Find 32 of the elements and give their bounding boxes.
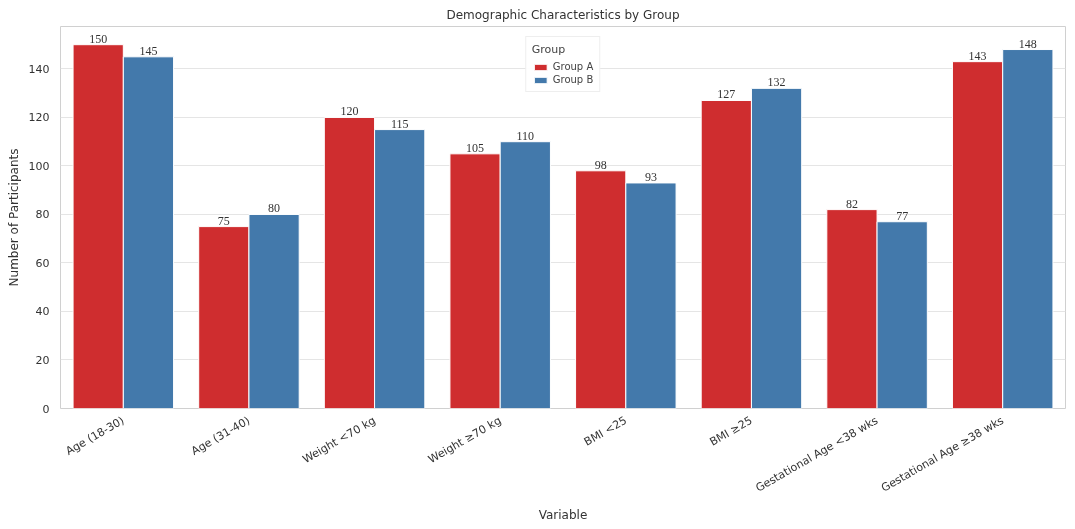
data-label: 77 (896, 208, 909, 223)
data-label: 145 (139, 43, 158, 58)
data-label: 127 (717, 87, 736, 102)
legend-label: Group B (552, 74, 594, 85)
data-label: 132 (767, 75, 786, 90)
data-label: 143 (968, 48, 987, 63)
x-tick-label: BMI ≥25 (707, 413, 755, 449)
y-tick-label: 20 (35, 353, 50, 367)
x-axis-title: Variable (538, 508, 588, 523)
x-tick-label: BMI <25 (581, 413, 630, 449)
y-tick-label: 0 (42, 402, 50, 416)
data-label: 120 (340, 104, 359, 119)
data-label: 110 (516, 128, 535, 143)
y-tick-label: 140 (28, 62, 50, 76)
y-axis-title: Number of Participants (6, 148, 21, 287)
data-label: 80 (268, 201, 281, 216)
data-label: 75 (217, 213, 230, 228)
data-label: 93 (644, 169, 657, 184)
chart-title: Demographic Characteristics by Group (446, 7, 680, 22)
y-tick-label: 100 (28, 159, 50, 173)
legend-title: Group (531, 43, 567, 56)
data-label: 115 (390, 116, 409, 131)
data-label: 105 (466, 140, 485, 155)
y-tick-label: 80 (35, 208, 50, 222)
data-label: 82 (845, 196, 858, 211)
data-label: 148 (1018, 36, 1037, 51)
data-label: 98 (594, 157, 607, 172)
data-label: 150 (89, 31, 108, 46)
y-tick-label: 40 (35, 305, 50, 319)
legend-label: Group A (552, 61, 594, 72)
y-tick-label: 60 (35, 256, 50, 270)
y-tick-label: 120 (28, 111, 50, 125)
